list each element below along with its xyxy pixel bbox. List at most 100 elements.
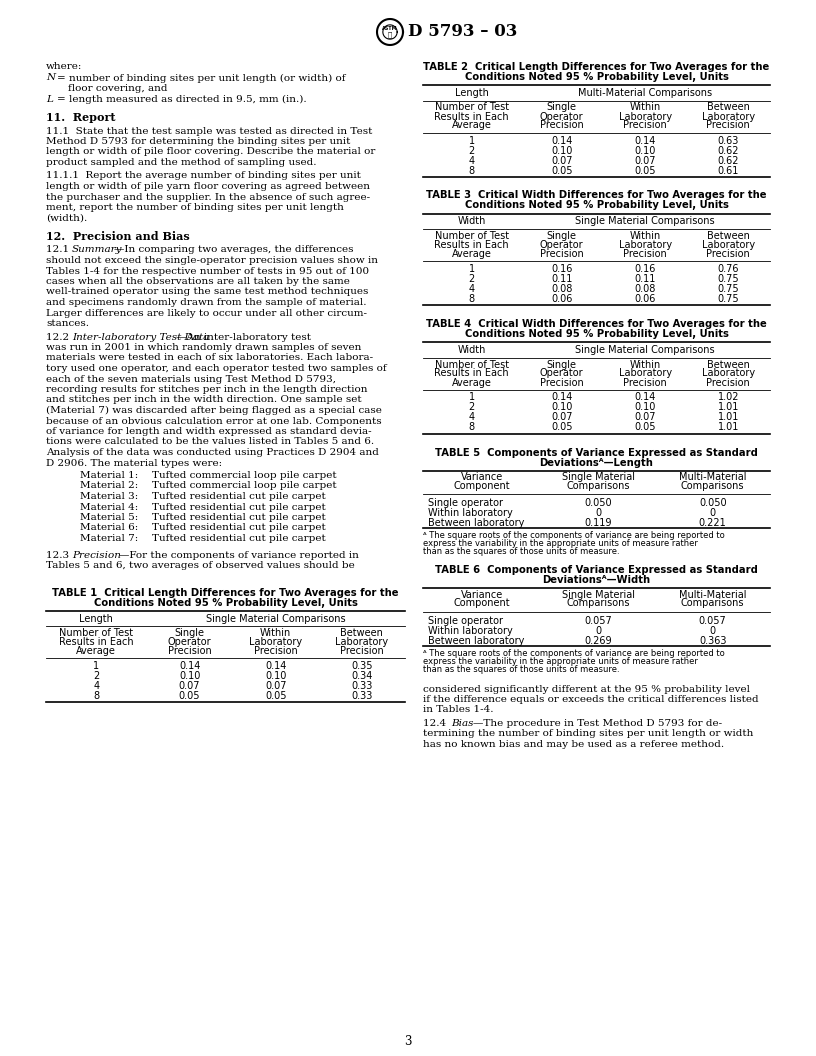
Text: 0.06: 0.06 <box>551 294 573 304</box>
Text: 0.06: 0.06 <box>634 294 656 304</box>
Text: Single: Single <box>547 102 577 113</box>
Text: if the difference equals or exceeds the critical differences listed: if the difference equals or exceeds the … <box>423 695 759 704</box>
Text: Precision: Precision <box>540 377 583 388</box>
Text: Multi-Material: Multi-Material <box>679 472 747 482</box>
Text: Results in Each: Results in Each <box>434 112 509 121</box>
Text: 1: 1 <box>468 393 475 402</box>
Text: Conditions Noted 95 % Probability Level, Units: Conditions Noted 95 % Probability Level,… <box>464 72 729 82</box>
Text: 0.75: 0.75 <box>717 294 739 304</box>
Text: D 5793 – 03: D 5793 – 03 <box>408 23 517 40</box>
Text: L: L <box>46 94 53 103</box>
Text: 0.34: 0.34 <box>351 671 373 681</box>
Text: Width: Width <box>458 345 486 355</box>
Text: 4: 4 <box>93 681 100 691</box>
Text: 0.10: 0.10 <box>551 402 573 413</box>
Text: 1: 1 <box>93 661 100 671</box>
Text: and specimens randomly drawn from the sample of material.: and specimens randomly drawn from the sa… <box>46 298 366 307</box>
Text: Within laboratory: Within laboratory <box>428 625 512 636</box>
Text: floor covering, and: floor covering, and <box>68 84 167 93</box>
Text: tions were calculated to be the values listed in Tables 5 and 6.: tions were calculated to be the values l… <box>46 437 374 447</box>
Text: each of the seven materials using Test Method D 5793,: each of the seven materials using Test M… <box>46 375 336 383</box>
Text: 0.10: 0.10 <box>634 402 656 413</box>
Text: 0.07: 0.07 <box>551 155 573 166</box>
Text: 0.61: 0.61 <box>718 166 739 175</box>
Text: Between: Between <box>707 102 750 113</box>
Text: Single Material Comparisons: Single Material Comparisons <box>575 345 715 355</box>
Text: 1: 1 <box>468 135 475 146</box>
Text: Tables 5 and 6, two averages of observed values should be: Tables 5 and 6, two averages of observed… <box>46 561 355 570</box>
Text: TABLE 6  Components of Variance Expressed as Standard: TABLE 6 Components of Variance Expressed… <box>435 565 758 576</box>
Text: Material 6:: Material 6: <box>80 524 138 532</box>
Text: 0.63: 0.63 <box>718 135 739 146</box>
Text: Material 3:: Material 3: <box>80 492 138 501</box>
Text: Variance: Variance <box>461 589 503 600</box>
Text: TABLE 3  Critical Width Differences for Two Averages for the: TABLE 3 Critical Width Differences for T… <box>426 190 767 201</box>
Text: Within: Within <box>629 231 661 241</box>
Text: and stitches per inch in the width direction. One sample set: and stitches per inch in the width direc… <box>46 396 361 404</box>
Text: Conditions Noted 95 % Probability Level, Units: Conditions Noted 95 % Probability Level,… <box>94 598 357 607</box>
Text: 0: 0 <box>710 625 716 636</box>
Text: Component: Component <box>454 599 510 608</box>
Text: tory used one operator, and each operator tested two samples of: tory used one operator, and each operato… <box>46 364 387 373</box>
Text: 0.08: 0.08 <box>634 284 656 294</box>
Text: 0.221: 0.221 <box>698 518 726 528</box>
Text: 0.057: 0.057 <box>584 616 612 625</box>
Text: TABLE 1  Critical Length Differences for Two Averages for the: TABLE 1 Critical Length Differences for … <box>52 587 399 598</box>
Text: 0.14: 0.14 <box>265 661 286 671</box>
Text: 0.05: 0.05 <box>179 691 201 701</box>
Text: Bias: Bias <box>451 719 473 728</box>
Text: 0.10: 0.10 <box>551 146 573 155</box>
Text: 2: 2 <box>468 146 475 155</box>
Text: than as the squares of those units of measure.: than as the squares of those units of me… <box>423 547 619 557</box>
Text: Material 1:: Material 1: <box>80 471 138 480</box>
Text: 0.75: 0.75 <box>717 284 739 294</box>
Text: 0.14: 0.14 <box>634 393 656 402</box>
Text: 0.10: 0.10 <box>265 671 286 681</box>
Text: Deviationsᴬ—Width: Deviationsᴬ—Width <box>543 576 650 585</box>
Text: 0.07: 0.07 <box>179 681 201 691</box>
Text: was run in 2001 in which randomly drawn samples of seven: was run in 2001 in which randomly drawn … <box>46 343 361 352</box>
Text: Conditions Noted 95 % Probability Level, Units: Conditions Noted 95 % Probability Level,… <box>464 201 729 210</box>
Text: 0.269: 0.269 <box>584 636 612 645</box>
Text: than as the squares of those units of measure.: than as the squares of those units of me… <box>423 664 619 674</box>
Text: Single: Single <box>547 231 577 241</box>
Text: Between laboratory: Between laboratory <box>428 518 525 528</box>
Text: 0.05: 0.05 <box>634 422 656 433</box>
Text: Within: Within <box>629 102 661 113</box>
Text: 1.01: 1.01 <box>718 413 739 422</box>
Text: Laboratory: Laboratory <box>702 112 755 121</box>
Text: well-trained operator using the same test method techniques: well-trained operator using the same tes… <box>46 287 368 297</box>
Text: 0.119: 0.119 <box>584 518 612 528</box>
Text: Precision: Precision <box>707 249 750 259</box>
Text: Method D 5793 for determining the binding sites per unit: Method D 5793 for determining the bindin… <box>46 137 350 146</box>
Text: Average: Average <box>451 249 491 259</box>
Text: Precision: Precision <box>707 377 750 388</box>
Text: 11.1.1  Report the average number of binding sites per unit: 11.1.1 Report the average number of bind… <box>46 171 361 181</box>
Text: Tufted residential cut pile carpet: Tufted residential cut pile carpet <box>152 524 326 532</box>
Text: Tufted commercial loop pile carpet: Tufted commercial loop pile carpet <box>152 471 337 480</box>
Text: Average: Average <box>451 377 491 388</box>
Text: 8: 8 <box>468 294 475 304</box>
Text: Laboratory: Laboratory <box>619 240 672 250</box>
Text: ment, report the number of binding sites per unit length: ment, report the number of binding sites… <box>46 203 344 212</box>
Text: 0.057: 0.057 <box>698 616 726 625</box>
Text: Laboratory: Laboratory <box>619 369 672 378</box>
Text: Laboratory: Laboratory <box>702 240 755 250</box>
Text: 8: 8 <box>93 691 100 701</box>
Text: Material 4:: Material 4: <box>80 503 138 511</box>
Text: has no known bias and may be used as a referee method.: has no known bias and may be used as a r… <box>423 740 724 749</box>
Text: of variance for length and width expressed as standard devia-: of variance for length and width express… <box>46 427 371 436</box>
Text: = number of binding sites per unit length (or width) of: = number of binding sites per unit lengt… <box>57 74 345 82</box>
Text: because of an obvious calculation error at one lab. Components: because of an obvious calculation error … <box>46 416 382 426</box>
Text: 8: 8 <box>468 166 475 175</box>
Text: 0.05: 0.05 <box>551 166 573 175</box>
Text: 0.62: 0.62 <box>717 146 739 155</box>
Text: Precision: Precision <box>540 120 583 131</box>
Text: Single: Single <box>547 359 577 370</box>
Text: (width).: (width). <box>46 213 87 223</box>
Text: Within: Within <box>260 628 291 638</box>
Text: Length: Length <box>79 614 113 623</box>
Text: Between: Between <box>340 628 384 638</box>
Text: TABLE 5  Components of Variance Expressed as Standard: TABLE 5 Components of Variance Expressed… <box>435 448 758 457</box>
Text: N: N <box>46 74 55 82</box>
